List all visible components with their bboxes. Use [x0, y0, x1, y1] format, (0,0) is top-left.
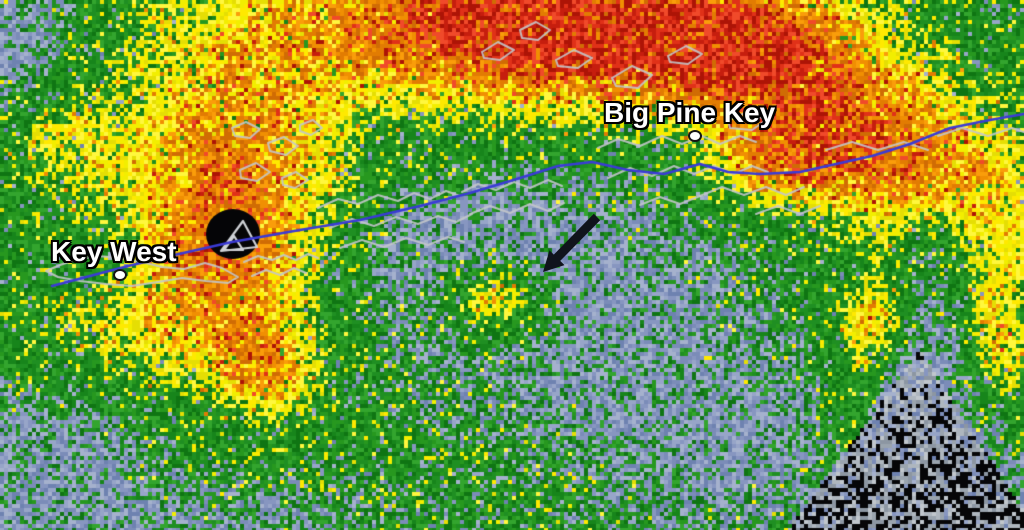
key-west-marker	[113, 269, 127, 281]
big-pine-key-label: Big Pine Key	[604, 97, 776, 128]
key-west-label: Key West	[51, 236, 177, 267]
big-pine-key-marker	[688, 130, 702, 142]
radar-cone-of-silence	[206, 209, 260, 259]
